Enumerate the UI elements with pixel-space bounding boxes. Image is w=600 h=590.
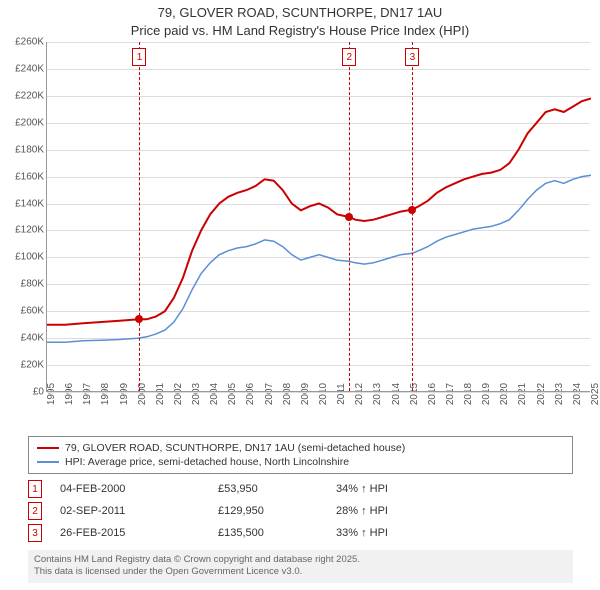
y-axis-tick-label: £240K <box>15 63 44 74</box>
sale-badge: 3 <box>28 524 42 542</box>
plot-area: 1 2 3 <box>46 42 590 392</box>
sale-badge: 1 <box>28 480 42 498</box>
footer-attribution: Contains HM Land Registry data © Crown c… <box>28 550 573 583</box>
sales-table: 1 04-FEB-2000 £53,950 34% ↑ HPI 2 02-SEP-2011… <box>28 478 573 544</box>
y-axis-tick-label: £160K <box>15 171 44 182</box>
sale-marker-badge: 2 <box>342 48 356 66</box>
y-axis-tick-label: £60K <box>21 306 44 317</box>
sale-marker-dot <box>345 213 353 221</box>
sale-price: £135,500 <box>218 527 318 539</box>
sale-price: £53,950 <box>218 483 318 495</box>
y-axis-tick-label: £120K <box>15 225 44 236</box>
sale-marker-line <box>139 42 140 391</box>
y-axis-tick-label: £100K <box>15 252 44 263</box>
y-axis-tick-label: £0 <box>33 387 44 398</box>
legend-row-hpi: HPI: Average price, semi-detached house,… <box>37 455 564 469</box>
sale-pct-vs-hpi: 28% ↑ HPI <box>336 505 436 517</box>
sale-pct-vs-hpi: 34% ↑ HPI <box>336 483 436 495</box>
chart-title: 79, GLOVER ROAD, SCUNTHORPE, DN17 1AU Pr… <box>0 0 600 39</box>
y-axis-tick-label: £20K <box>21 360 44 371</box>
sale-price: £129,950 <box>218 505 318 517</box>
sales-table-row: 2 02-SEP-2011 £129,950 28% ↑ HPI <box>28 500 573 522</box>
title-line1: 79, GLOVER ROAD, SCUNTHORPE, DN17 1AU <box>0 4 600 22</box>
footer-line1: Contains HM Land Registry data © Crown c… <box>34 554 567 566</box>
series-line-hpi <box>47 175 591 342</box>
sale-pct-vs-hpi: 33% ↑ HPI <box>336 527 436 539</box>
sales-table-row: 3 26-FEB-2015 £135,500 33% ↑ HPI <box>28 522 573 544</box>
y-axis-tick-label: £80K <box>21 279 44 290</box>
y-axis-tick-label: £200K <box>15 117 44 128</box>
y-axis-tick-label: £180K <box>15 144 44 155</box>
sale-badge: 2 <box>28 502 42 520</box>
sales-table-row: 1 04-FEB-2000 £53,950 34% ↑ HPI <box>28 478 573 500</box>
legend-label: 79, GLOVER ROAD, SCUNTHORPE, DN17 1AU (s… <box>65 442 405 454</box>
y-axis-tick-label: £40K <box>21 333 44 344</box>
sale-date: 26-FEB-2015 <box>60 527 200 539</box>
legend-label: HPI: Average price, semi-detached house,… <box>65 456 349 468</box>
line-series-svg <box>47 42 591 392</box>
legend-row-price-paid: 79, GLOVER ROAD, SCUNTHORPE, DN17 1AU (s… <box>37 441 564 455</box>
sale-marker-line <box>412 42 413 391</box>
legend-swatch <box>37 461 59 463</box>
sale-marker-dot <box>408 206 416 214</box>
chart-container: 79, GLOVER ROAD, SCUNTHORPE, DN17 1AU Pr… <box>0 0 600 590</box>
x-axis-tick-label: 2025 <box>590 383 600 405</box>
gridline <box>47 392 590 393</box>
legend-swatch <box>37 447 59 449</box>
sale-marker-badge: 1 <box>132 48 146 66</box>
sale-date: 04-FEB-2000 <box>60 483 200 495</box>
legend: 79, GLOVER ROAD, SCUNTHORPE, DN17 1AU (s… <box>28 436 573 474</box>
sale-marker-dot <box>135 315 143 323</box>
sale-marker-badge: 3 <box>405 48 419 66</box>
y-axis-tick-label: £220K <box>15 90 44 101</box>
sale-date: 02-SEP-2011 <box>60 505 200 517</box>
footer-line2: This data is licensed under the Open Gov… <box>34 566 567 578</box>
title-line2: Price paid vs. HM Land Registry's House … <box>0 22 600 40</box>
y-axis-tick-label: £260K <box>15 37 44 48</box>
series-line-price_paid <box>47 99 591 325</box>
y-axis-tick-label: £140K <box>15 198 44 209</box>
